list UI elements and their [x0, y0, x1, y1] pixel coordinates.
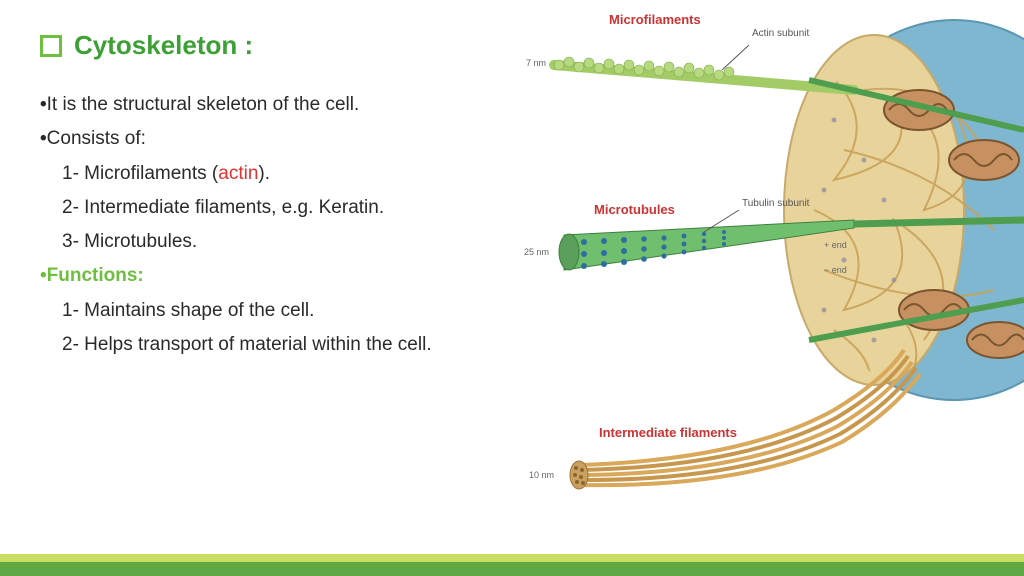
mitochondrion-icon — [949, 140, 1019, 180]
text-line: •Consists of: — [40, 123, 530, 155]
text-line: •Functions: — [40, 260, 530, 292]
label-microtubules: Microtubules — [594, 202, 675, 217]
text-line: •It is the structural skeleton of the ce… — [40, 89, 530, 121]
text: 2- Intermediate filaments, e.g. Keratin. — [62, 197, 384, 218]
text-line: 2- Helps transport of material within th… — [40, 329, 530, 361]
label-7nm: 7 nm — [526, 58, 546, 68]
text-heading: Functions: — [47, 265, 144, 286]
label-plus-end: + end — [824, 240, 847, 250]
label-microfilaments: Microfilaments — [609, 12, 701, 27]
text: Consists of: — [47, 128, 146, 149]
label-tubulin-subunit: Tubulin subunit — [742, 198, 809, 209]
microfilament-icon — [554, 45, 854, 90]
text: 2- Helps transport of material within th… — [62, 334, 432, 355]
square-bullet-icon — [40, 35, 62, 57]
label-10nm: 10 nm — [529, 470, 554, 480]
text-line: 1- Microfilaments (actin). — [40, 158, 530, 190]
text-line: 3- Microtubules. — [40, 226, 530, 258]
label-actin-subunit: Actin subunit — [752, 28, 809, 39]
label-minus-end: − end — [824, 265, 847, 275]
text: 1- Microfilaments ( — [62, 163, 218, 184]
text: ). — [258, 163, 270, 184]
label-25nm: 25 nm — [524, 247, 549, 257]
text-line: 2- Intermediate filaments, e.g. Keratin. — [40, 192, 530, 224]
text: It is the structural skeleton of the cel… — [47, 94, 360, 115]
text: 1- Maintains shape of the cell. — [62, 300, 314, 321]
slide-title: Cytoskeleton : — [74, 30, 253, 61]
mitochondrion-icon — [967, 322, 1024, 358]
footer-bar — [0, 554, 1024, 576]
content-block: •It is the structural skeleton of the ce… — [40, 89, 530, 361]
text-line: 1- Maintains shape of the cell. — [40, 295, 530, 327]
label-intermediate: Intermediate filaments — [599, 425, 737, 440]
text-highlight: actin — [218, 163, 258, 184]
text: 3- Microtubules. — [62, 231, 197, 252]
cytoskeleton-diagram: Microfilaments Actin subunit 7 nm Microt… — [524, 10, 1024, 510]
